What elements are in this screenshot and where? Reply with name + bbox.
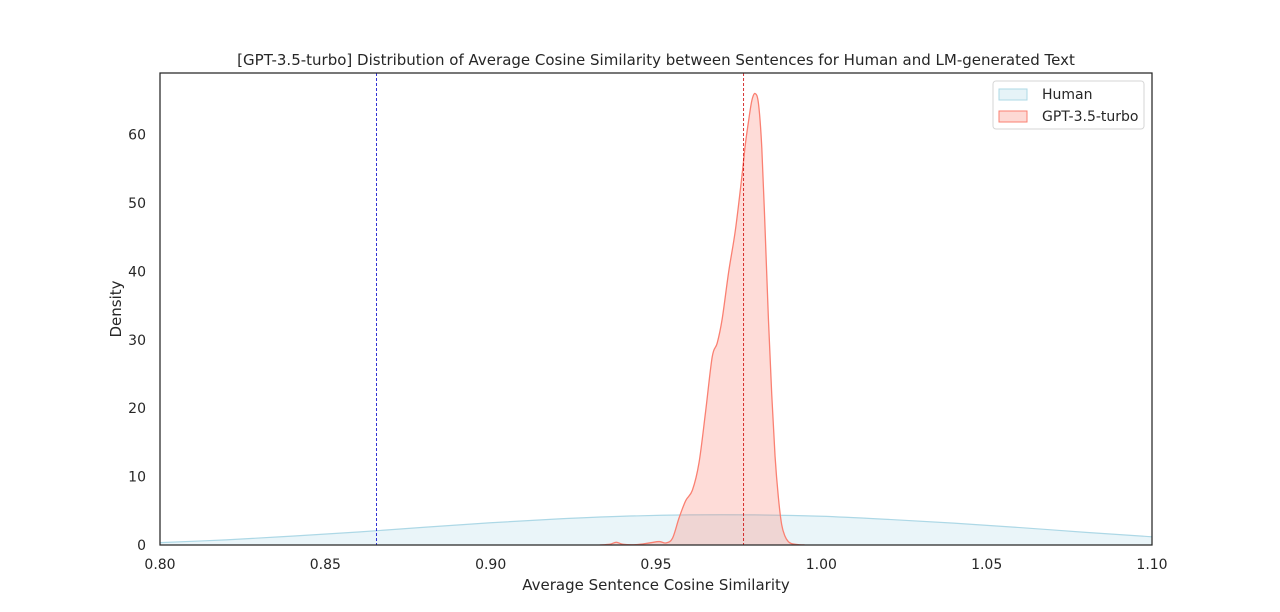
series-area-gpt-3-5-turbo (599, 93, 805, 545)
series-line-gpt-3-5-turbo (599, 92, 805, 545)
series-area-human (160, 514, 1152, 545)
legend-label-gpt-3-5-turbo: GPT-3.5-turbo (1042, 109, 1139, 125)
x-axis: 0.80 0.85 0.90 0.95 1.00 1.05 1.10 (144, 557, 1167, 573)
plot-frame (159, 72, 1153, 546)
y-tick-label: 30 (128, 333, 146, 349)
plot-area (160, 73, 1152, 545)
x-tick-label: 1.05 (971, 557, 1002, 573)
x-tick-label: 0.90 (475, 557, 506, 573)
series-line-human (160, 514, 1152, 544)
y-tick-label: 10 (128, 470, 146, 486)
legend: Human GPT-3.5-turbo (992, 80, 1145, 130)
x-tick-label: 0.95 (640, 557, 671, 573)
x-tick-label: 1.00 (806, 557, 837, 573)
x-tick-label: 0.85 (310, 557, 341, 573)
y-axis: 0 10 20 30 40 50 60 (128, 128, 146, 554)
x-tick-label: 0.80 (144, 557, 175, 573)
y-tick-label: 40 (128, 264, 146, 280)
y-tick-label: 20 (128, 401, 146, 417)
chart-title: [GPT-3.5-turbo] Distribution of Average … (237, 51, 1075, 69)
legend-swatch-human (998, 88, 1028, 101)
legend-box (992, 80, 1145, 130)
x-axis-label: Average Sentence Cosine Similarity (522, 576, 790, 594)
y-axis-label: Density (107, 280, 125, 337)
x-tick-label: 1.10 (1136, 557, 1167, 573)
y-tick-label: 60 (128, 128, 146, 144)
y-tick-label: 0 (137, 538, 146, 554)
y-tick-label: 50 (128, 196, 146, 212)
legend-label-human: Human (1042, 87, 1093, 103)
legend-swatch-gpt-3-5-turbo (998, 110, 1028, 123)
